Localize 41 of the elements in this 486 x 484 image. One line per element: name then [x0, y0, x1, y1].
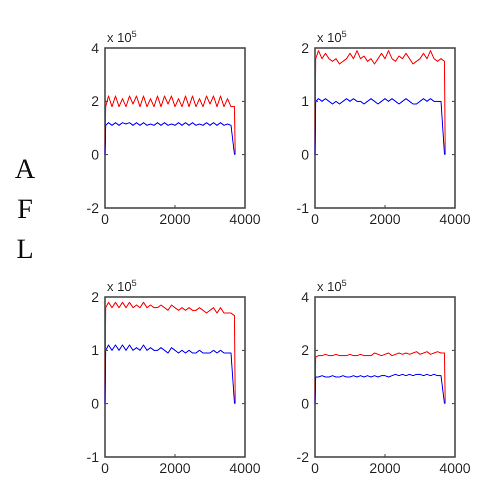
line-series — [104, 122, 235, 156]
x-tick-label: 2000 — [369, 460, 401, 476]
y-axis-title: AFL — [14, 154, 36, 265]
x-tick-label: 4000 — [229, 460, 261, 476]
y-tick-label: 4 — [91, 40, 100, 56]
y-tick-label: 1 — [91, 342, 100, 358]
text: x 10$^{5}$ — [317, 29, 347, 45]
x-tick-label: 0 — [311, 211, 320, 227]
y-tick-label: 2 — [301, 40, 310, 56]
y-tick-label: 0 — [301, 396, 310, 412]
y-tick-label: 0 — [301, 146, 310, 163]
y-tick-label: 0 — [91, 146, 100, 163]
x-tick-label: 0 — [311, 460, 320, 476]
x-tick-label: 4000 — [229, 211, 261, 227]
line-series — [104, 344, 235, 404]
x-tick-label: 2000 — [369, 211, 401, 227]
text: x 10$^{5}$ — [107, 29, 137, 45]
line-series — [104, 96, 236, 156]
y-tick-label: 0 — [91, 396, 100, 412]
y-tick-label: 2 — [301, 342, 310, 358]
text: x 10$^{5}$ — [317, 278, 347, 294]
y-tick-label: 4 — [301, 288, 310, 305]
y-tick-label: -2 — [296, 448, 310, 465]
line-series — [314, 50, 446, 156]
text: x 10$^{5}$ — [107, 278, 137, 294]
x-tick-label: 4000 — [439, 460, 471, 476]
x-tick-label: 2000 — [159, 211, 191, 227]
y-tick-label: 1 — [301, 93, 310, 110]
y-tick-label: 2 — [91, 93, 100, 110]
y-tick-label: -1 — [86, 448, 100, 465]
line-series — [314, 374, 445, 404]
x-tick-label: 0 — [101, 211, 110, 227]
y-tick-label: -2 — [86, 200, 100, 216]
line-series — [314, 98, 445, 156]
y-tick-label: 2 — [91, 288, 100, 305]
x-tick-label: 4000 — [439, 211, 471, 227]
line-series — [104, 302, 236, 404]
line-series — [314, 351, 446, 404]
x-tick-label: 2000 — [159, 460, 191, 476]
y-tick-label: -1 — [296, 200, 310, 216]
x-tick-label: 0 — [101, 460, 110, 476]
